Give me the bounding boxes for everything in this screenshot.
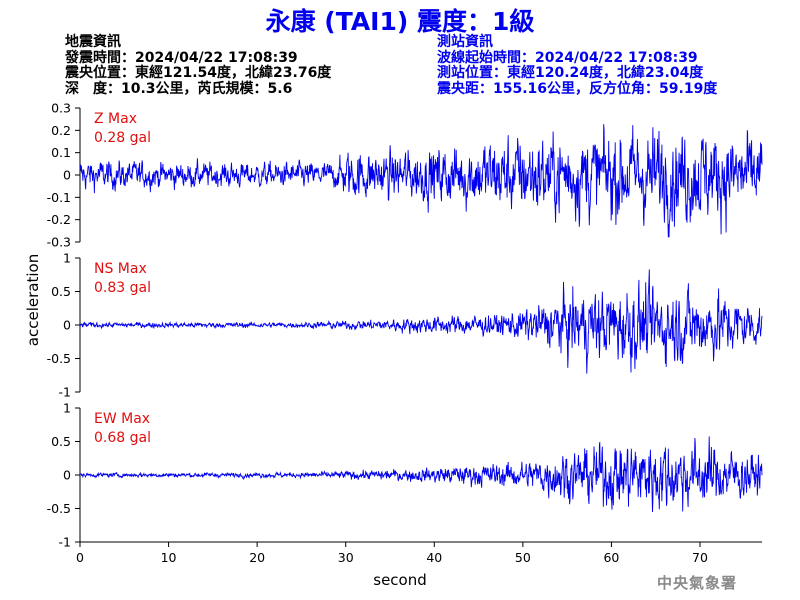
max-label-Z: Z Max xyxy=(94,111,137,127)
y-tick-label-NS: -1 xyxy=(59,385,71,400)
earthquake-info: 地震資訊 發震時間：2024/04/22 17:08:39 震央位置：東經121… xyxy=(65,34,332,97)
waveform-start-time: 波線起始時間：2024/04/22 17:08:39 xyxy=(437,49,698,66)
max-label-EW: EW Max xyxy=(94,411,150,427)
trace-NS xyxy=(79,269,763,374)
trace-EW xyxy=(79,436,763,513)
y-tick-label-Z: 0.2 xyxy=(51,123,71,138)
station-info-heading: 測站資訊 xyxy=(437,34,493,50)
origin-time: 發震時間：2024/04/22 17:08:39 xyxy=(65,49,298,66)
y-tick-label-Z: 0.3 xyxy=(51,101,71,116)
station-info: 測站資訊 波線起始時間：2024/04/22 17:08:39 測站位置：東經1… xyxy=(437,34,718,97)
max-value-Z: 0.28 gal xyxy=(94,130,151,146)
x-axis-title: second xyxy=(373,571,427,589)
x-tick-label: 50 xyxy=(515,550,531,565)
y-tick-label-NS: 0 xyxy=(63,318,71,333)
y-tick-label-NS: -0.5 xyxy=(47,351,71,366)
y-tick-label-NS: 0.5 xyxy=(51,284,71,299)
x-tick-label: 60 xyxy=(603,550,619,565)
max-value-EW: 0.68 gal xyxy=(94,430,151,446)
depth-magnitude: 深 度：10.3公里，芮氏規模：5.6 xyxy=(65,80,293,97)
y-tick-label-EW: 0 xyxy=(63,468,71,483)
max-label-NS: NS Max xyxy=(94,261,147,277)
y-tick-label-EW: -0.5 xyxy=(47,501,71,516)
x-tick-label: 0 xyxy=(76,550,84,565)
x-tick-label: 10 xyxy=(161,550,177,565)
station-location: 測站位置：東經120.24度，北緯23.04度 xyxy=(437,65,704,81)
max-value-NS: 0.83 gal xyxy=(94,280,151,296)
x-tick-label: 70 xyxy=(692,550,708,565)
y-tick-label-NS: 1 xyxy=(63,251,71,266)
epicentral-distance: 震央距：155.16公里，反方位角：59.19度 xyxy=(437,80,718,97)
x-tick-label: 40 xyxy=(426,550,442,565)
y-axis-title: acceleration xyxy=(24,254,42,346)
x-tick-label: 20 xyxy=(249,550,265,565)
y-tick-label-Z: 0 xyxy=(63,168,71,183)
y-tick-label-EW: 1 xyxy=(63,401,71,416)
y-tick-label-EW: 0.5 xyxy=(51,434,71,449)
y-tick-label-Z: -0.3 xyxy=(47,235,71,250)
y-tick-label-Z: -0.2 xyxy=(47,212,71,227)
x-tick-label: 30 xyxy=(338,550,354,565)
y-tick-label-EW: -1 xyxy=(59,535,71,550)
agency-watermark: 中央氣象署 xyxy=(657,574,738,592)
epicenter-location: 震央位置：東經121.54度，北緯23.76度 xyxy=(65,65,332,81)
chart-title: 永康 (TAI1) 震度：1級 xyxy=(265,7,535,36)
earthquake-info-heading: 地震資訊 xyxy=(65,34,121,50)
y-tick-label-Z: -0.1 xyxy=(47,190,71,205)
y-tick-label-Z: 0.1 xyxy=(51,145,71,160)
trace-Z xyxy=(79,124,763,238)
